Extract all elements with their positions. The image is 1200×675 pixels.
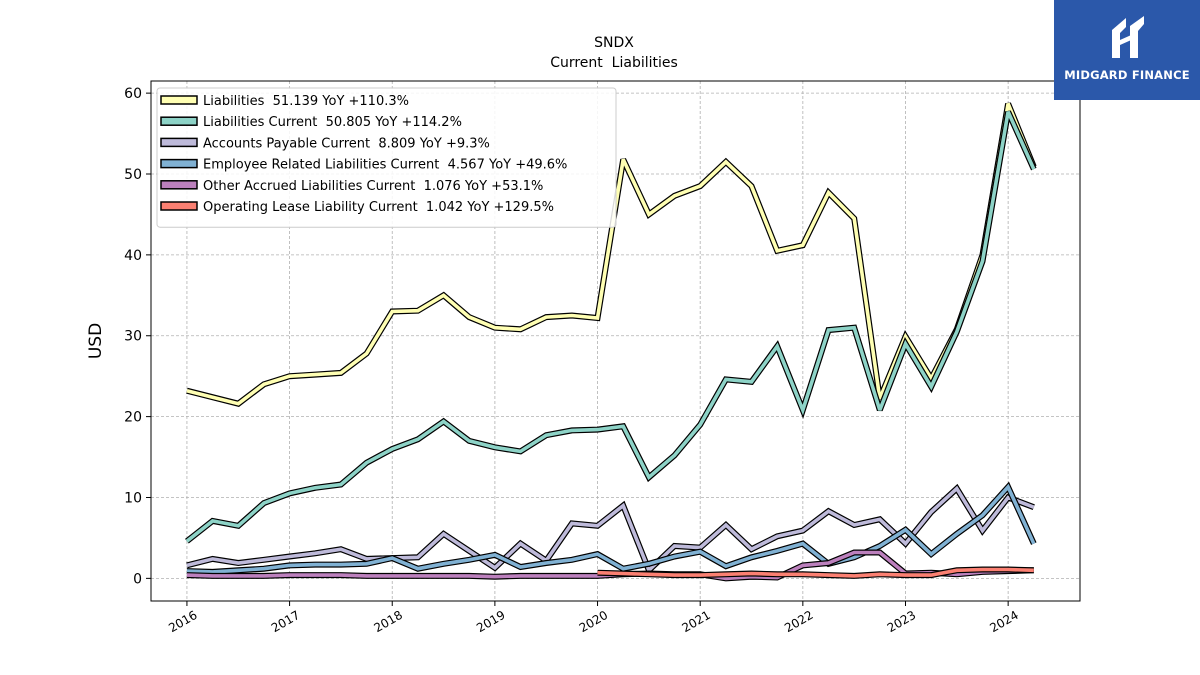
y-tick-label: 40 [124, 248, 142, 264]
legend-swatch [160, 158, 198, 169]
x-tick-label: 2023 [885, 608, 918, 635]
y-tick-label: 0 [133, 571, 142, 587]
chart-title: SNDX [594, 35, 634, 51]
x-tick-label: 2020 [577, 608, 610, 635]
y-tick-label: 60 [124, 86, 142, 102]
y-tick-label: 10 [124, 490, 142, 506]
series-line [186, 102, 1036, 406]
series-lines [185, 102, 1037, 582]
brand-logo-icon [1112, 16, 1144, 58]
legend-swatch [160, 137, 198, 148]
series-line [186, 483, 1036, 574]
x-tick-label: 2019 [474, 608, 507, 635]
y-tick-label: 20 [124, 410, 142, 426]
series-line [186, 485, 1035, 574]
series-line [597, 567, 1034, 578]
legend-swatch [160, 116, 198, 126]
x-tick-label: 2021 [679, 608, 712, 635]
brand-name: MIDGARD FINANCE [1064, 68, 1190, 82]
legend-entry: Other Accrued Liabilities Current 1.076 … [203, 179, 543, 194]
brand-logo: MIDGARD FINANCE [1054, 0, 1200, 100]
x-tick-label: 2017 [269, 608, 302, 635]
legend-swatch [160, 201, 198, 211]
series-line [185, 110, 1036, 543]
legend-entry: Liabilities Current 50.805 YoY +114.2% [203, 115, 462, 130]
legend-entry: Employee Related Liabilities Current 4.5… [203, 158, 567, 173]
legend-entry: Liabilities 51.139 YoY +110.3% [203, 94, 409, 109]
chart-subtitle: Current Liabilities [550, 55, 678, 71]
y-axis-label: USD [86, 323, 106, 359]
legend-swatch [160, 95, 198, 105]
y-tick-label: 30 [124, 329, 142, 345]
x-axis-ticks: 2016 2017 2018 2019 2020 2021 2022 2023 2024 [166, 601, 1021, 635]
legend-entry: Operating Lease Liability Current 1.042 … [203, 200, 554, 215]
x-tick-label: 2018 [372, 608, 405, 635]
y-axis-ticks: 0 10 20 30 40 50 60 [124, 86, 151, 587]
x-tick-label: 2016 [166, 608, 199, 635]
legend-box [156, 87, 617, 228]
plot-frame [150, 80, 1081, 602]
legend-swatch [160, 180, 198, 190]
legend: Liabilities 51.139 YoY +110.3% Liabilitie… [156, 87, 617, 228]
y-tick-label: 50 [124, 167, 142, 183]
legend-entry: Accounts Payable Current 8.809 YoY +9.3% [203, 136, 490, 151]
x-tick-label: 2022 [782, 608, 815, 635]
x-tick-label: 2024 [987, 608, 1020, 635]
